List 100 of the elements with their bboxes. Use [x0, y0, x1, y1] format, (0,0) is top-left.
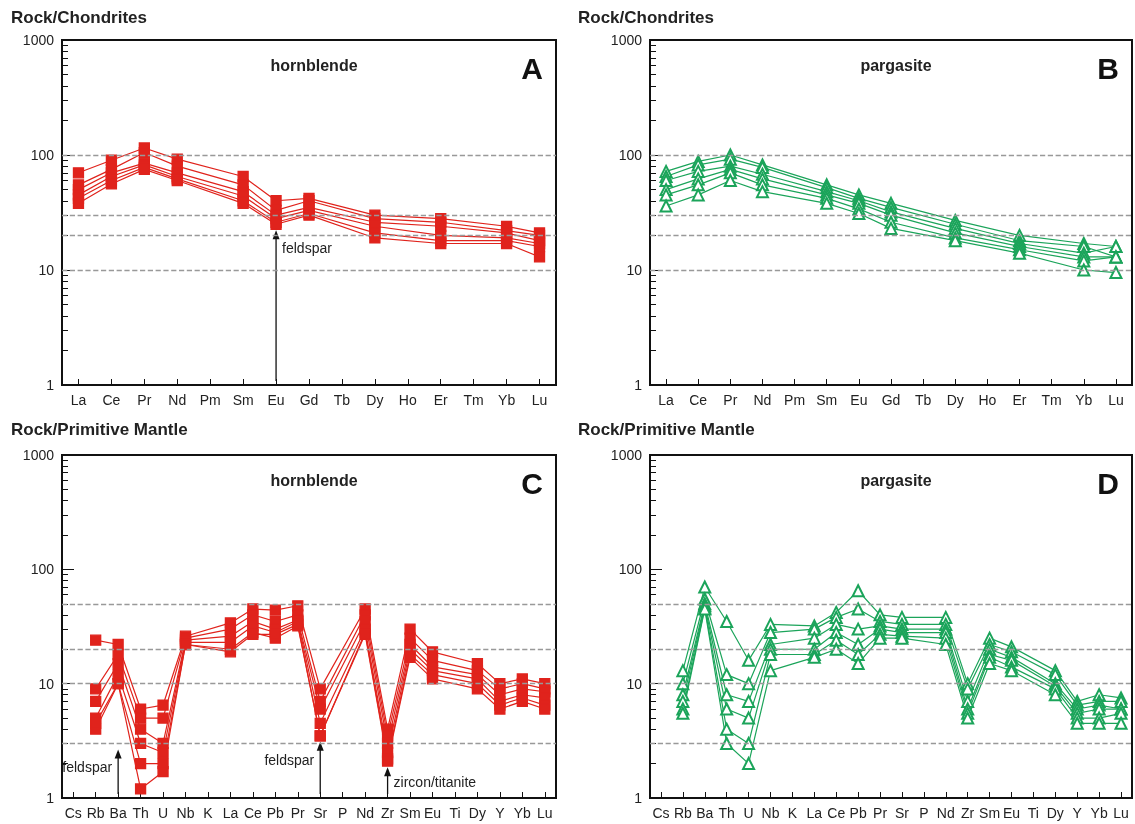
y-tick-label: 1 — [634, 790, 643, 806]
x-tick-label: Dy — [366, 392, 384, 408]
x-tick-label: Eu — [850, 392, 868, 408]
y-tick-label: 10 — [626, 262, 643, 278]
y-tick-label: 1000 — [22, 32, 55, 48]
x-tick-label: Ba — [696, 805, 714, 821]
x-tick-label: Gd — [881, 392, 901, 408]
x-tick-label: Ce — [827, 805, 846, 821]
text: pargasite — [860, 56, 932, 74]
annotation: feldspar — [62, 759, 113, 776]
x-tick-label: Eu — [267, 392, 285, 408]
y-tick-label: 10 — [38, 675, 55, 692]
x-tick-label: Ce — [243, 805, 263, 821]
y-tick-label: 1 — [634, 377, 643, 393]
text: hornblende — [270, 471, 358, 489]
x-tick-label: La — [658, 392, 675, 408]
annotation: feldspar — [282, 240, 333, 257]
x-tick-label: Tm — [463, 392, 484, 408]
x-tick-label: Dy — [1046, 805, 1064, 821]
x-tick-label: Ho — [398, 392, 417, 408]
y-tick-label: 1000 — [610, 447, 643, 463]
x-tick-label: Eu — [423, 805, 442, 821]
x-tick-label: Sm — [399, 805, 421, 821]
x-tick-label: P — [338, 805, 348, 821]
x-tick-label: Rb — [86, 805, 105, 821]
x-tick-label: Lu — [531, 392, 548, 408]
y-tick-label: 100 — [618, 147, 643, 163]
x-tick-label: P — [919, 805, 929, 821]
x-tick-label: Ti — [449, 805, 461, 821]
x-tick-label: Dy — [468, 805, 486, 821]
y-tick-label: 10 — [626, 675, 643, 692]
x-tick-label: Sr — [313, 805, 328, 821]
x-tick-label: Lu — [1108, 392, 1124, 408]
x-tick-label: K — [787, 805, 798, 821]
x-tick-label: Ce — [102, 392, 121, 408]
x-tick-label: Nb — [761, 805, 780, 821]
x-tick-label: Tm — [1041, 392, 1062, 408]
x-tick-label: Ti — [1027, 805, 1039, 821]
x-tick-label: Er — [1012, 392, 1027, 408]
x-tick-label: Pr — [290, 805, 306, 821]
y-tick-label: 100 — [618, 561, 643, 578]
x-tick-label: U — [743, 805, 754, 821]
x-tick-label: Pr — [723, 392, 738, 408]
y-axis-title: Rock/Primitive Mantle — [11, 420, 188, 439]
x-tick-label: Sm — [816, 392, 838, 408]
x-tick-label: Ba — [109, 805, 127, 821]
text: hornblende — [270, 56, 358, 74]
x-tick-label: Nd — [168, 392, 187, 408]
y-tick-label: 100 — [30, 561, 55, 578]
x-tick-label: Pr — [873, 805, 888, 821]
x-tick-label: La — [806, 805, 823, 821]
x-tick-label: Cs — [64, 805, 82, 821]
x-tick-label: Lu — [536, 805, 553, 821]
x-tick-label: Pm — [199, 392, 221, 408]
x-tick-label: Th — [132, 805, 149, 821]
x-tick-label: Nb — [176, 805, 195, 821]
x-tick-label: Pb — [849, 805, 867, 821]
x-tick-label: Yb — [1075, 392, 1093, 408]
x-tick-label: Y — [495, 805, 506, 821]
x-tick-label: Ho — [978, 392, 997, 408]
annotation: B — [1097, 51, 1120, 85]
x-tick-label: Yb — [513, 805, 532, 821]
y-tick-label: 1000 — [610, 32, 643, 48]
x-tick-label: Nd — [753, 392, 772, 408]
x-tick-label: Pm — [784, 392, 806, 408]
x-tick-label: K — [203, 805, 214, 821]
y-tick-label: 1 — [46, 377, 55, 393]
text: pargasite — [860, 471, 932, 489]
x-tick-label: La — [70, 392, 87, 408]
x-tick-label: Sr — [894, 805, 910, 821]
x-tick-label: Rb — [673, 805, 693, 821]
y-axis-title: Rock/Primitive Mantle — [578, 420, 755, 439]
x-tick-label: La — [222, 805, 239, 821]
x-tick-label: Nd — [936, 805, 955, 821]
x-tick-label: Er — [433, 392, 449, 408]
x-tick-label: U — [157, 805, 169, 821]
y-tick-label: 1 — [46, 790, 55, 806]
y-tick-label: 100 — [30, 147, 55, 163]
x-tick-label: Yb — [1090, 805, 1108, 821]
x-tick-label: Y — [1072, 805, 1083, 821]
annotation: feldspar — [264, 751, 315, 768]
x-tick-label: Sm — [232, 392, 254, 408]
x-tick-label: Cs — [652, 805, 670, 821]
x-tick-label: Lu — [1113, 805, 1129, 821]
x-tick-label: Eu — [1002, 805, 1021, 821]
x-tick-label: Dy — [946, 392, 964, 408]
y-axis-title: Rock/Chondrites — [11, 8, 148, 27]
x-tick-label: Ce — [689, 392, 708, 408]
x-tick-label: Gd — [299, 392, 319, 408]
x-tick-label: Zr — [380, 805, 395, 821]
x-tick-label: Tb — [333, 392, 351, 408]
x-tick-label: Tb — [914, 392, 932, 408]
annotation: C — [521, 466, 544, 500]
annotation: A — [521, 51, 544, 85]
x-tick-label: Pb — [266, 805, 285, 821]
y-tick-label: 1000 — [22, 447, 55, 463]
annotation: zircon/titanite — [393, 774, 477, 790]
x-tick-label: Nd — [356, 805, 375, 821]
x-tick-label: Yb — [498, 392, 516, 408]
annotation: D — [1097, 466, 1120, 500]
